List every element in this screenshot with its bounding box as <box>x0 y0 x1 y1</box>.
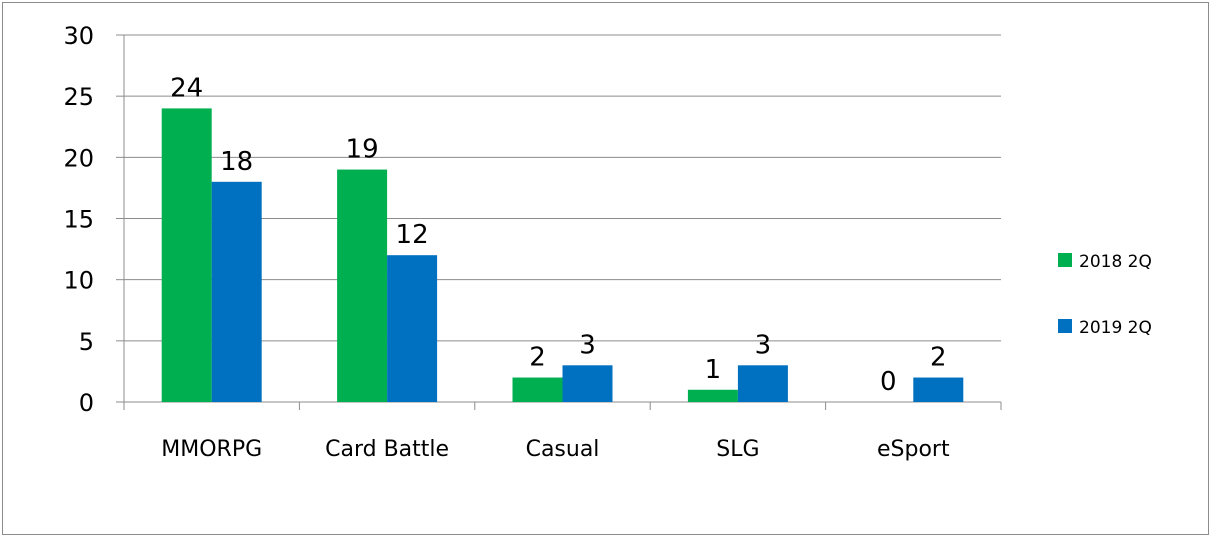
x-category-label: Card Battle <box>325 437 449 462</box>
y-tick-label: 25 <box>63 83 94 111</box>
bar-2018-2q <box>161 108 212 403</box>
y-tick-label: 30 <box>63 22 94 50</box>
legend-swatch <box>1058 319 1072 333</box>
bar-2019-2q <box>387 255 438 402</box>
data-label: 24 <box>170 73 203 103</box>
data-label: 12 <box>396 220 429 250</box>
y-tick-label: 15 <box>63 206 94 234</box>
y-tick-label: 20 <box>63 144 94 172</box>
y-tick-label: 0 <box>79 389 94 417</box>
data-label: 3 <box>755 330 772 360</box>
bar-2018-2q <box>512 377 563 402</box>
data-label: 19 <box>346 135 379 165</box>
bar-2019-2q <box>211 181 262 402</box>
bar-2018-2q <box>337 169 388 402</box>
y-tick-label: 5 <box>79 328 94 356</box>
data-label: 2 <box>529 343 546 373</box>
x-category-label: MMORPG <box>161 437 262 462</box>
legend-swatch <box>1058 253 1072 267</box>
data-label: 3 <box>579 330 596 360</box>
legend-label: 2019 2Q <box>1079 318 1152 338</box>
legend-label: 2018 2Q <box>1079 252 1152 272</box>
bar-2019-2q <box>562 365 613 402</box>
x-category-label: Casual <box>526 437 600 462</box>
bar-2018-2q <box>687 389 738 402</box>
y-tick-label: 10 <box>63 267 94 295</box>
data-label: 18 <box>220 147 253 177</box>
bar-2019-2q <box>913 377 964 402</box>
data-label: 2 <box>930 343 947 373</box>
bar-2019-2q <box>737 365 788 402</box>
data-label: 0 <box>880 367 897 397</box>
x-category-label: eSport <box>877 437 950 462</box>
x-category-label: SLG <box>716 437 759 462</box>
data-label: 1 <box>705 355 722 385</box>
